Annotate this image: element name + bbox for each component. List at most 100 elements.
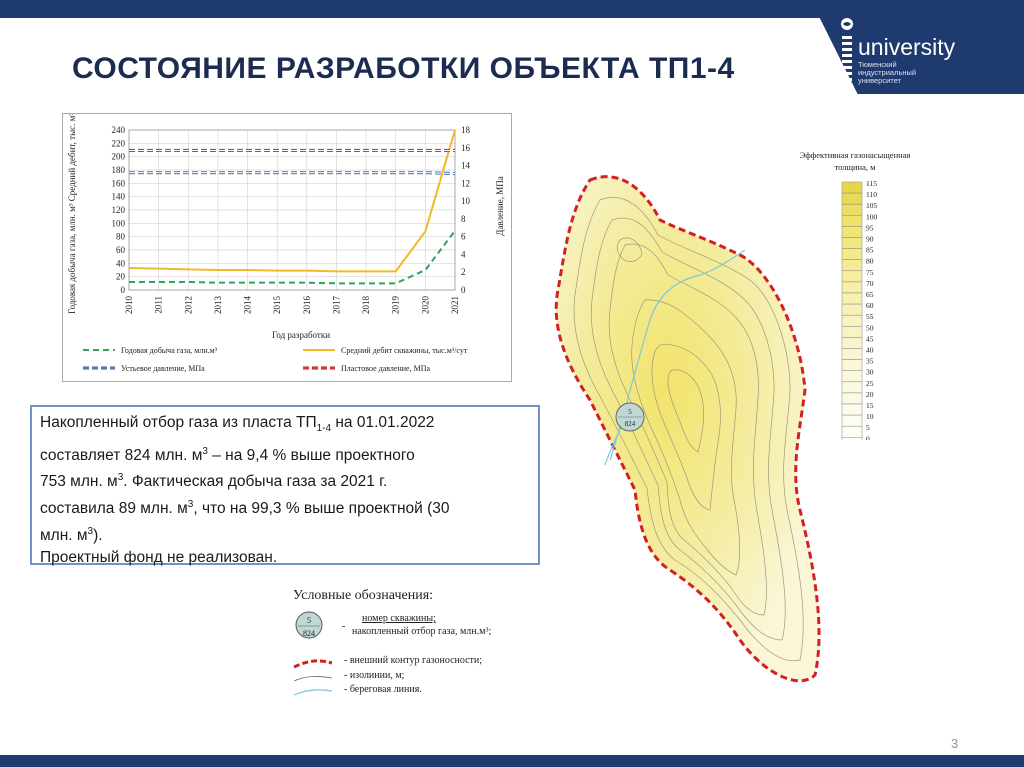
scale-label: 115 <box>866 179 877 188</box>
y-tick-left: 80 <box>116 232 126 242</box>
scale-title: Эффективная газонасыщенная <box>800 150 911 160</box>
legend-entry-0: Годовая добыча газа, млн.м³ <box>121 346 218 355</box>
scale-title-unit: толщина, м <box>834 162 876 172</box>
gas-contour-outer <box>554 175 821 683</box>
scale-label: 80 <box>866 257 874 266</box>
x-tick: 2019 <box>391 296 401 315</box>
y-tick-right: 14 <box>461 161 471 171</box>
scale-label: 10 <box>866 412 874 421</box>
logo-sub-line: индустриальный <box>858 68 917 77</box>
scale-label: 5 <box>866 423 870 432</box>
scale-label: 45 <box>866 334 874 343</box>
x-tick: 2020 <box>420 296 430 315</box>
summary-line: млн. м3). <box>40 525 103 544</box>
legend-isoline-icon <box>293 676 333 682</box>
logo-subtitle: Тюменский индустриальный университет <box>858 61 916 85</box>
legend-shore-icon <box>293 689 333 696</box>
x-tick: 2011 <box>154 296 164 314</box>
scale-swatch <box>841 303 863 316</box>
series-line-1 <box>128 129 456 273</box>
chart-axes: 0 20 40 60 80 100 120 140 160 180 200 220 240 0 2 4 6 8 10… <box>112 125 471 314</box>
scale-label: 90 <box>866 235 874 244</box>
scale-swatch <box>841 181 863 194</box>
scale-label: 30 <box>866 368 874 377</box>
y-tick-left: 180 <box>112 165 126 175</box>
y-tick-left: 160 <box>112 178 126 188</box>
chart-series <box>128 129 456 285</box>
scale-swatch <box>841 292 863 305</box>
legend-contour-icon <box>293 659 333 669</box>
scale-label: 0 <box>866 434 870 440</box>
legend-sample-top: 5 <box>307 616 311 625</box>
scale-label: 70 <box>866 279 874 288</box>
logo-sub-line: университет <box>858 76 901 85</box>
x-tick: 2010 <box>124 296 134 315</box>
scale-label: 110 <box>866 190 877 199</box>
y-tick-left: 220 <box>112 138 126 148</box>
scale-swatch <box>841 326 863 338</box>
logo-wordmark: university <box>858 34 956 60</box>
chart-legend: Годовая добыча газа, млн.м³ Средний дебит… <box>83 346 468 373</box>
legend-sample-bottom: 824 <box>303 629 315 638</box>
scale-swatch <box>841 314 863 327</box>
legend-dash: - <box>342 621 345 632</box>
thickness-scale: Эффективная газонасыщенная толщина, м 11… <box>800 150 911 440</box>
page-number: 3 <box>951 736 959 751</box>
summary-box: Накопленный отбор газа из пласта ТП1-4 н… <box>30 405 540 566</box>
y-tick-right: 6 <box>461 232 466 242</box>
legend-item-well-b: накопленный отбор газа, млн.м³; <box>352 626 491 637</box>
x-tick: 2016 <box>302 296 312 315</box>
x-tick: 2014 <box>243 296 253 315</box>
legend-well-icon <box>295 611 323 639</box>
y-tick-right: 4 <box>461 249 466 259</box>
y-axis-label-right: Давление, МПа <box>495 176 505 235</box>
scale-swatch <box>841 392 863 405</box>
chart-grid <box>128 129 456 291</box>
y-tick-left: 200 <box>112 152 126 162</box>
university-logo-icon <box>841 18 853 81</box>
scale-label: 35 <box>866 357 874 366</box>
bottom-bar <box>0 755 1024 767</box>
scale-label: 105 <box>866 201 878 210</box>
plot-area <box>128 129 456 291</box>
scale-swatch <box>841 237 863 249</box>
scale-swatch <box>841 370 863 383</box>
scale-swatch <box>841 259 863 272</box>
chart-canvas: 0 20 40 60 80 100 120 140 160 180 200 220 240 0 2 4 6 8 10… <box>67 98 505 373</box>
scale-label: 75 <box>866 268 874 277</box>
legend-item-contour: - внешний контур газоносности; <box>344 655 482 666</box>
scale-label: 55 <box>866 312 874 321</box>
y-tick-left: 40 <box>116 258 126 268</box>
scale-swatch <box>841 359 863 371</box>
y-tick-left: 100 <box>112 218 126 228</box>
scale-swatch <box>841 403 863 416</box>
summary-line: Накопленный отбор газа из пласта ТП1-4 н… <box>40 414 435 435</box>
map-legend: Условные обозначения: 5 824 - номер сква… <box>292 585 562 700</box>
scale-label: 60 <box>866 301 874 310</box>
y-tick-right: 12 <box>461 178 470 188</box>
legend-entry-3: Пластовое давление, МПа <box>341 364 430 373</box>
scale-label: 85 <box>866 246 874 255</box>
y-tick-right: 16 <box>461 143 471 153</box>
scale-swatch <box>841 414 863 427</box>
y-tick-left: 60 <box>116 245 126 255</box>
summary-line: составляет 824 млн. м3 – на 9,4 % выше п… <box>40 445 415 464</box>
y-tick-right: 8 <box>461 214 466 224</box>
scale-swatch <box>841 437 863 440</box>
top-bar <box>0 0 1024 18</box>
logo-sub-line: Тюменский <box>858 60 897 69</box>
y-tick-left: 0 <box>121 285 126 295</box>
well-value: 824 <box>625 420 636 428</box>
y-tick-right: 18 <box>461 125 471 135</box>
x-tick: 2021 <box>450 296 460 314</box>
legend-item-isoline: - изолинии, м; <box>344 670 405 681</box>
scale-label: 65 <box>866 290 874 299</box>
x-axis-label: Год разработки <box>272 330 330 340</box>
summary-line: Проектный фонд не реализован. <box>40 549 278 567</box>
y-tick-left: 240 <box>112 125 126 135</box>
production-chart: 0 20 40 60 80 100 120 140 160 180 200 220 240 0 2 4 6 8 10… <box>62 98 512 382</box>
well-number: 5 <box>628 408 632 416</box>
scale-label: 15 <box>866 401 874 410</box>
page-title: СОСТОЯНИЕ РАЗРАБОТКИ ОБЪЕКТА ТП1-4 <box>72 52 735 85</box>
summary-line: составила 89 млн. м3, что на 99,3 % выше… <box>40 498 450 518</box>
